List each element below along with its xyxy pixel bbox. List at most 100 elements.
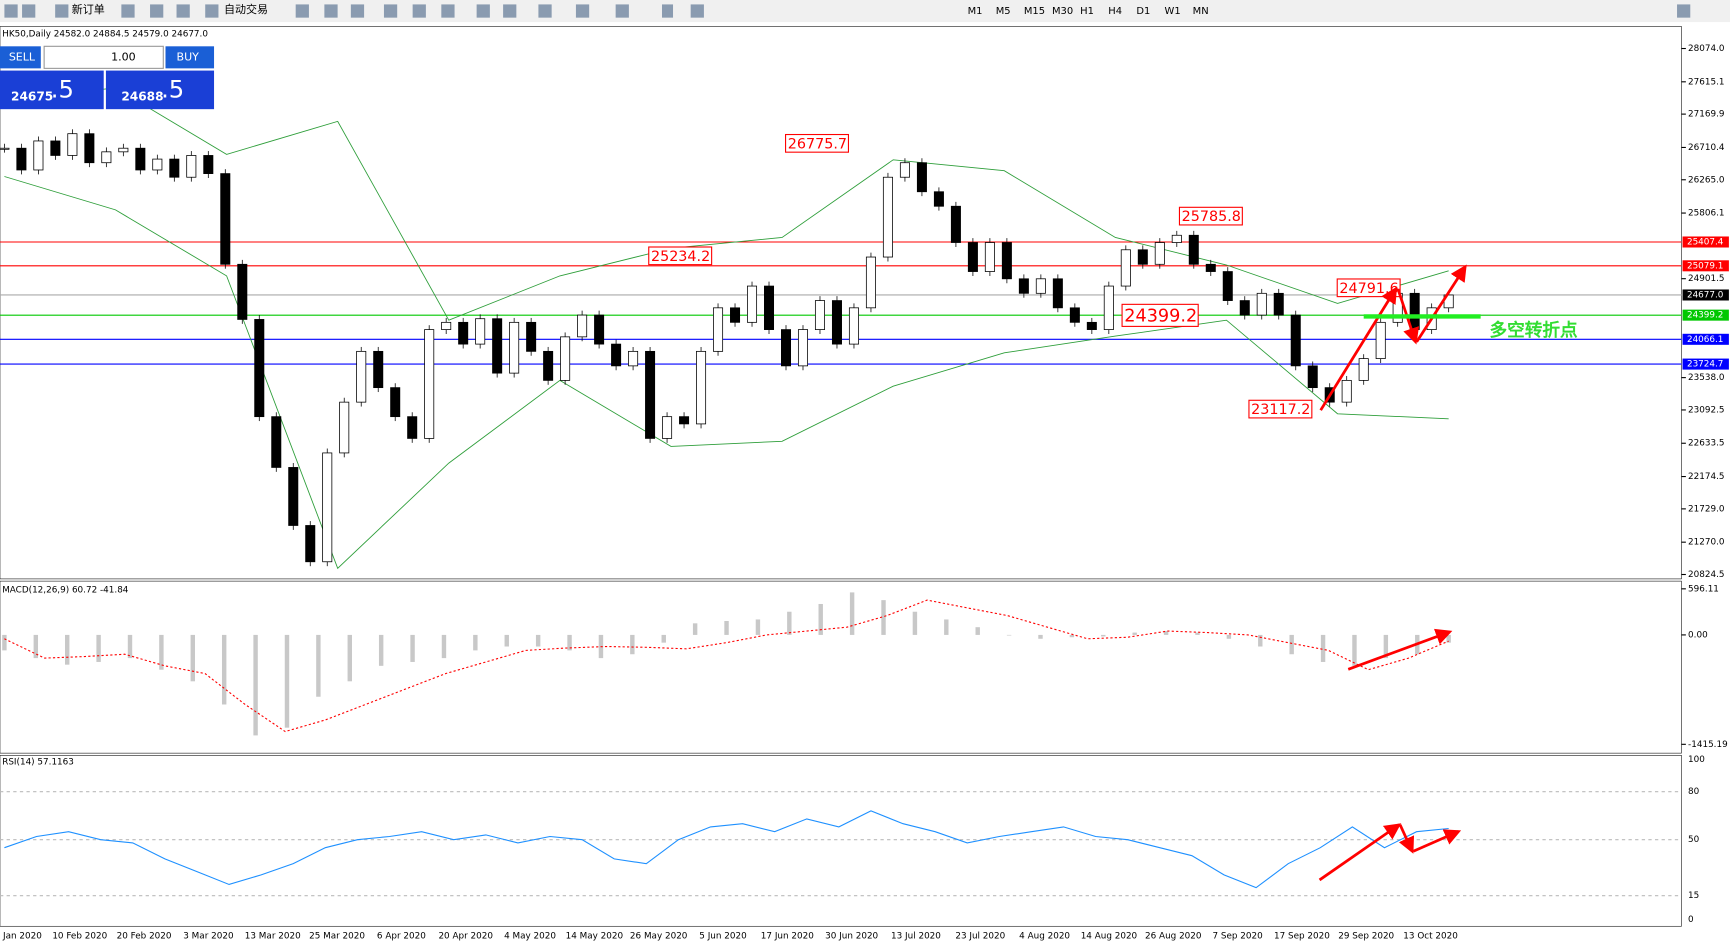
auto-trade-button[interactable]: 自动交易 — [224, 2, 268, 16]
candle — [611, 343, 622, 367]
lot-value: 1.00 — [111, 50, 136, 63]
candle — [560, 336, 571, 381]
macd-bar — [1163, 631, 1169, 635]
macd-bar — [441, 634, 447, 659]
macd-bar — [190, 634, 195, 682]
annotation: 24791.6 — [1339, 281, 1398, 297]
macd-bar — [473, 634, 478, 651]
macd-bar — [1006, 634, 1012, 636]
x-tick-label: 30 Jan 2020 — [0, 932, 42, 942]
macd-bar — [253, 634, 258, 736]
candle — [305, 525, 316, 563]
macd-area — [0, 580, 1682, 754]
sell-button[interactable] — [0, 46, 41, 69]
candle — [254, 319, 265, 418]
candle — [1018, 278, 1029, 294]
new-order-button[interactable]: 新订单 — [72, 2, 105, 16]
macd-bar — [64, 634, 70, 665]
arrow — [1347, 628, 1453, 671]
macd-bar — [1352, 634, 1357, 666]
annotation: 26775.7 — [788, 136, 847, 152]
y-tick-label: 0 — [1688, 915, 1694, 925]
candle — [101, 151, 112, 164]
candle — [696, 350, 707, 425]
annotation: 25785.8 — [1182, 209, 1241, 225]
timeframe-button[interactable]: M30 — [1052, 6, 1073, 17]
macd-bar — [787, 611, 792, 635]
buy-quote[interactable] — [105, 70, 215, 110]
buy-label: BUY — [177, 50, 200, 63]
timeframe-button[interactable]: D1 — [1136, 6, 1150, 17]
y-tick-label: -1415.19 — [1688, 740, 1728, 750]
x-tick-label: 17 Jun 2020 — [761, 932, 814, 942]
candle — [713, 307, 724, 352]
x-tick-label: 23 Jul 2020 — [955, 932, 1005, 942]
candle — [1239, 300, 1250, 316]
candle — [1137, 249, 1148, 265]
annotations: 26775.7 25234.2 25785.8 24399.2 24791.6 … — [648, 133, 1578, 419]
macd-bar — [504, 634, 509, 647]
candle — [0, 147, 10, 150]
y-tick-label: 100 — [1688, 755, 1705, 765]
x-tick-label: 13 Mar 2020 — [245, 932, 301, 942]
candle — [831, 300, 842, 345]
level-label-box — [1682, 289, 1729, 301]
macd-bar — [724, 620, 729, 635]
candle — [271, 416, 282, 468]
candle — [1171, 234, 1182, 243]
candle — [390, 387, 401, 418]
candle — [899, 162, 910, 178]
candle — [1358, 358, 1369, 381]
sell-label: SELL — [9, 50, 36, 63]
x-tick-label: 4 Aug 2020 — [1019, 932, 1070, 942]
lot-input[interactable] — [43, 45, 164, 69]
y-tick-label: 80 — [1688, 787, 1700, 797]
candle — [594, 314, 605, 345]
candle — [1273, 292, 1284, 316]
macd-bar — [818, 603, 823, 635]
candle — [1103, 285, 1114, 330]
macd-bar — [1226, 634, 1232, 639]
timeframe-button[interactable]: M5 — [996, 6, 1011, 17]
level-label: 24677.0 — [1687, 290, 1724, 300]
x-tick-label: 4 May 2020 — [504, 932, 556, 942]
level-label: 25407.4 — [1687, 237, 1724, 247]
timeframe-button[interactable]: MN — [1193, 6, 1209, 17]
rsi-line — [4, 810, 1449, 889]
candle — [1290, 314, 1301, 367]
macd-bar — [849, 592, 855, 635]
macd-bar — [661, 634, 666, 643]
candle — [645, 350, 656, 439]
candle — [1001, 242, 1012, 280]
candle — [356, 350, 367, 403]
macd-bar — [1132, 632, 1137, 635]
arrow — [1318, 823, 1402, 882]
level-label: 24399.2 — [1687, 311, 1723, 321]
candle — [1409, 292, 1420, 330]
sell-quote[interactable] — [0, 70, 104, 110]
timeframe-button[interactable]: H4 — [1108, 6, 1122, 17]
timeframe-button[interactable]: M1 — [968, 6, 983, 17]
buy-button[interactable] — [165, 46, 215, 69]
timeframe-button[interactable]: H1 — [1080, 6, 1094, 17]
macd-bar — [755, 619, 761, 635]
candle — [1256, 292, 1267, 316]
bollinger-band — [4, 176, 1449, 570]
x-tick-label: 3 Mar 2020 — [183, 932, 234, 942]
rsi-title: RSI(14) 57.1163 — [2, 757, 74, 767]
timeframe-button[interactable]: M15 — [1024, 6, 1045, 17]
candle — [1120, 249, 1131, 287]
annotation: 25234.2 — [651, 249, 710, 265]
macd-bar — [127, 634, 133, 659]
macd-bar — [944, 619, 949, 635]
candle — [1052, 278, 1063, 309]
y-tick-label: 21729.0 — [1688, 504, 1725, 514]
x-tick-label: 10 Feb 2020 — [52, 932, 107, 942]
macd-bar — [692, 623, 698, 635]
macd-bar — [1069, 634, 1075, 638]
x-tick-label: 7 Sep 2020 — [1212, 932, 1263, 942]
timeframe-button[interactable]: W1 — [1165, 6, 1181, 17]
candle — [543, 350, 554, 381]
candle — [848, 307, 859, 345]
